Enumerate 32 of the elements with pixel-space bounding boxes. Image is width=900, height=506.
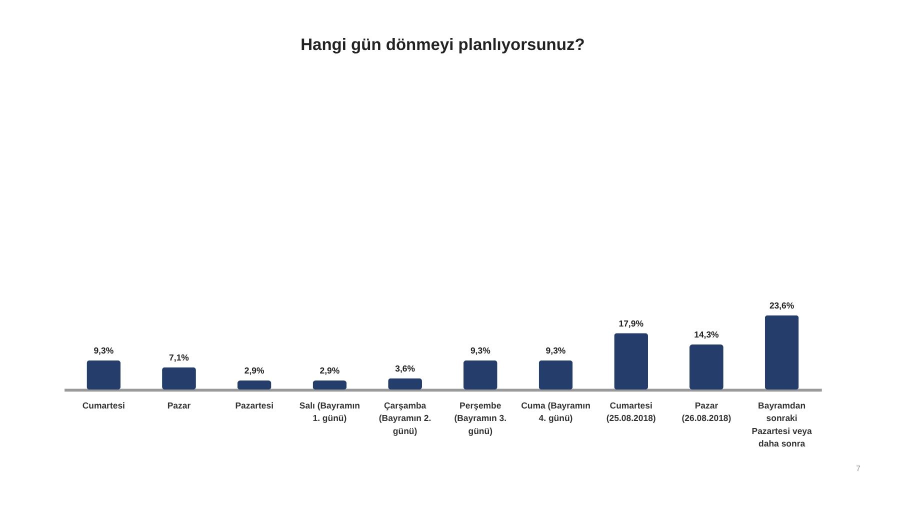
data-label: 2,9%: [320, 366, 340, 376]
chart-title: Hangi gün dönmeyi planlıyorsunuz?: [300, 36, 585, 54]
data-label: 23,6%: [769, 300, 794, 310]
bar: [312, 380, 347, 390]
data-label: 3,6%: [395, 364, 416, 374]
x-tick-label: Bayramdan sonraki Pazartesi veya daha sonra: [752, 400, 812, 448]
bar: [86, 360, 121, 390]
data-label: 7,1%: [169, 352, 190, 362]
x-tick-label: Cumartesi: [82, 400, 125, 411]
data-label: 14,3%: [694, 330, 720, 340]
bar: [463, 360, 498, 390]
x-tick-label: Çarşamba (Bayramın 2. günü): [378, 400, 432, 436]
x-tick-label: Salı (Bayramın 1. günü): [299, 400, 360, 424]
data-label: 9,3%: [470, 346, 491, 356]
data-label: 2,9%: [244, 366, 265, 376]
x-tick-label: Pazar (26.08.2018): [682, 400, 732, 424]
bar: [538, 360, 573, 390]
x-tick-label: Cuma (Bayramın 4. günü): [521, 400, 590, 424]
data-label: 9,3%: [546, 346, 566, 356]
x-tick-label: Cumartesi (25.08.2018): [606, 400, 656, 424]
bar: [388, 378, 422, 390]
data-label: 9,3%: [94, 346, 114, 356]
bar: [764, 315, 799, 390]
data-label: 17,9%: [618, 318, 644, 328]
bar: [237, 380, 272, 390]
x-tick-label: Pazartesi: [235, 400, 274, 411]
text: 7: [856, 464, 860, 474]
x-tick-label: Pazar: [167, 400, 192, 411]
bar: [689, 344, 724, 390]
bar: [162, 367, 196, 390]
bar: [614, 333, 648, 390]
x-tick-label: Perşembe (Bayramın 3. günü): [454, 400, 507, 436]
